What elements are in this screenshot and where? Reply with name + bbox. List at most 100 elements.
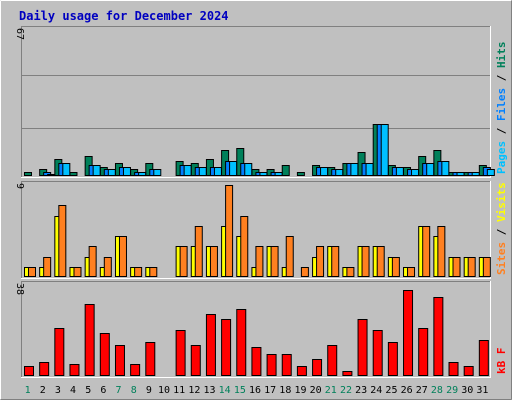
bar: [270, 246, 279, 277]
bar: [134, 267, 143, 277]
bar: [118, 236, 127, 277]
bar: [372, 330, 383, 376]
bar: [395, 167, 404, 176]
series-legend-part: Visits: [495, 182, 508, 222]
bar: [24, 172, 32, 176]
day-label: 21: [325, 385, 337, 396]
day-label: 15: [234, 385, 246, 396]
series-legend-label: Sites / Visits: [495, 182, 508, 275]
bar: [296, 172, 305, 176]
day-label: 16: [249, 385, 261, 396]
bar: [331, 246, 340, 277]
day-label: 19: [294, 385, 306, 396]
bar: [28, 267, 36, 277]
bar: [153, 169, 162, 176]
bar: [437, 226, 446, 277]
bar: [205, 314, 216, 376]
bar: [403, 290, 414, 376]
bar: [47, 174, 56, 176]
series-kb-f: [24, 290, 489, 376]
bar: [88, 246, 97, 277]
panel-kbytes: 38 kB F: [14, 281, 508, 378]
bar: [84, 304, 95, 376]
day-label: 6: [100, 385, 106, 396]
series-legend-label: Pages / Files / Hits: [495, 42, 508, 175]
series-legend-part: /: [495, 222, 508, 242]
bar: [456, 172, 465, 176]
bar: [433, 297, 444, 376]
bar: [251, 347, 262, 376]
bar: [320, 167, 329, 176]
day-label: 8: [131, 385, 137, 396]
series-legend-part: /: [495, 121, 508, 141]
panel-hits-files-pages: 67 Pages / Files / Hits: [14, 26, 508, 178]
day-label: 4: [70, 385, 76, 396]
day-label: 5: [85, 385, 91, 396]
bar: [209, 246, 218, 277]
bar: [357, 319, 368, 376]
day-label: 10: [158, 385, 170, 396]
bar: [138, 172, 147, 176]
bar: [225, 185, 234, 277]
bar: [478, 340, 489, 376]
day-label: 7: [116, 385, 122, 396]
bar: [376, 246, 385, 277]
bar: [107, 169, 116, 176]
bar: [39, 362, 50, 376]
bar: [312, 359, 323, 376]
bar: [365, 163, 374, 176]
series-legend-part: kB F: [495, 348, 508, 375]
bar: [350, 163, 359, 176]
y-max-label: 38: [14, 283, 25, 295]
bar: [486, 169, 495, 176]
bar: [175, 330, 186, 376]
y-max-label: 67: [14, 28, 25, 40]
bar: [194, 226, 203, 277]
bar: [69, 172, 78, 176]
bar: [452, 257, 461, 277]
bar: [190, 345, 201, 376]
day-label: 14: [219, 385, 231, 396]
day-label: 24: [370, 385, 382, 396]
day-label: 23: [355, 385, 367, 396]
bar: [441, 161, 450, 176]
bar: [99, 333, 110, 376]
bar: [145, 342, 156, 376]
bar: [335, 169, 344, 176]
bar: [422, 226, 431, 277]
y-max-label: 9: [14, 183, 25, 189]
bar: [221, 319, 232, 376]
bar: [300, 267, 309, 277]
bar: [418, 328, 429, 376]
day-label: 20: [310, 385, 322, 396]
panel-background: [21, 26, 491, 178]
bar: [54, 328, 65, 376]
bar: [255, 246, 264, 277]
bar: [380, 124, 389, 176]
day-label: 1: [25, 385, 31, 396]
bar: [103, 257, 112, 277]
bar: [259, 172, 268, 176]
bar: [43, 257, 52, 277]
day-label: 9: [146, 385, 152, 396]
bar: [296, 366, 307, 376]
bar: [213, 167, 222, 176]
chart-panels: 67 Pages / Files / Hits 9 Sites / Visits 38 k…: [14, 26, 508, 378]
bar: [58, 205, 67, 277]
bar: [387, 342, 398, 376]
bar: [62, 163, 71, 176]
series-legend-part: Sites: [495, 242, 508, 275]
bar: [327, 345, 338, 376]
bar: [316, 246, 325, 277]
day-label: 2: [40, 385, 46, 396]
bar: [274, 172, 283, 176]
series-legend-part: /: [495, 68, 508, 88]
bar: [198, 167, 207, 176]
bar: [471, 172, 480, 176]
bar: [92, 165, 101, 176]
series-sites: [28, 185, 491, 277]
bar: [69, 364, 80, 376]
day-label: 25: [385, 385, 397, 396]
bar: [266, 354, 277, 376]
